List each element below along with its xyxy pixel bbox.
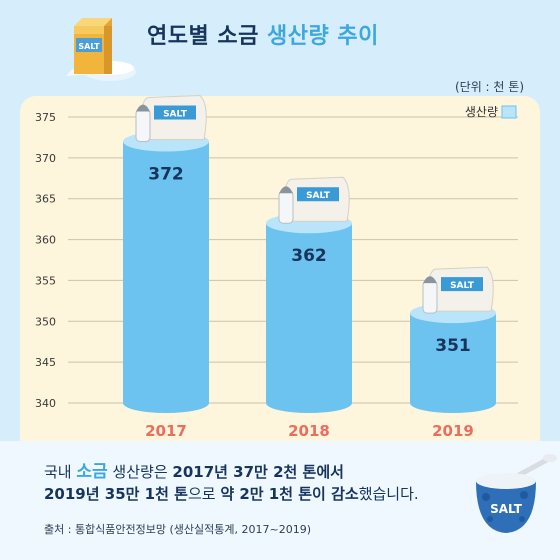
caption-text: 으로 [187, 485, 221, 503]
salt-shaker-icon [422, 276, 438, 314]
bars: SALT 372 SALT 362 SALT 351 [123, 95, 496, 413]
salt-bag-icon: SALT [284, 176, 350, 222]
salt-shaker-icon [278, 186, 294, 224]
x-tick-label: 2018 [288, 422, 330, 440]
x-axis: 2017 2018 2019 [145, 422, 474, 440]
bar-base [123, 393, 209, 413]
chart-title: 연도별 소금 생산량 추이 [147, 18, 379, 50]
salt-shaker-icon [135, 104, 151, 143]
caption-highlight: 소금 [76, 462, 108, 482]
salt-box-icon: SALT [66, 18, 136, 81]
caption-text: 생산량은 [107, 463, 173, 481]
data-label: 362 [291, 246, 327, 266]
caption-bold: 2017년 37만 2천 톤 [172, 463, 317, 481]
y-axis: 340 345 350 355 360 365 370 375 [35, 111, 56, 410]
y-tick-label: 350 [35, 315, 56, 328]
legend-label: 생산량 [465, 105, 498, 119]
x-tick-label: 2019 [432, 422, 474, 440]
bar-2018: SALT 362 [266, 176, 352, 413]
salt-bag-label: SALT [450, 281, 475, 291]
x-tick-label: 2017 [145, 422, 187, 440]
title-highlight: 생산량 추이 [267, 24, 379, 49]
salt-bag-icon: SALT [428, 266, 494, 312]
caption-line-2: 2019년 35만 1천 톤으로 약 2만 1천 톤이 감소했습니다. [44, 483, 419, 504]
salt-box-label: SALT [78, 42, 100, 51]
y-tick-label: 370 [35, 152, 56, 165]
salt-bag-label: SALT [306, 191, 331, 201]
caption-text: 국내 [44, 463, 77, 481]
bar [410, 313, 496, 403]
y-tick-label: 365 [35, 193, 56, 206]
caption-line-1: 국내 소금 생산량은 2017년 37만 2천 톤에서 [44, 457, 344, 482]
caption-text: 했습니다. [358, 485, 419, 503]
salt-bowl-icon: SALT [476, 454, 557, 533]
data-label: 372 [148, 165, 184, 185]
caption-bold: 에서 [316, 463, 344, 481]
salt-bag-icon: SALT [141, 95, 207, 141]
y-tick-label: 360 [35, 234, 56, 247]
bar-base [410, 393, 496, 413]
legend-swatch [501, 105, 517, 119]
y-tick-label: 375 [35, 111, 56, 124]
bar [123, 141, 209, 403]
bar-2019: SALT 351 [410, 266, 496, 413]
bar [266, 223, 352, 403]
bar-2017: SALT 372 [123, 95, 209, 413]
caption-bold: 약 2만 1천 톤이 감소 [220, 485, 359, 503]
unit-note: (단위 : 천 톤) [454, 80, 524, 94]
y-tick-label: 345 [35, 356, 56, 369]
y-tick-label: 355 [35, 274, 56, 287]
salt-bag-label: SALT [163, 110, 188, 120]
caption-panel: 국내 소금 생산량은 2017년 37만 2천 톤에서 2019년 35만 1천… [0, 441, 560, 560]
bar-base [266, 393, 352, 413]
source-note: 출처 : 통합식품안전정보망 (생산실적통계, 2017~2019) [44, 523, 312, 536]
y-tick-label: 340 [35, 397, 56, 410]
salt-bowl-label: SALT [490, 502, 523, 516]
caption-bold: 2019년 35만 1천 톤 [44, 485, 188, 503]
title-prefix: 연도별 소금 [147, 24, 268, 49]
data-label: 351 [435, 336, 471, 356]
legend: 생산량 [465, 105, 517, 119]
